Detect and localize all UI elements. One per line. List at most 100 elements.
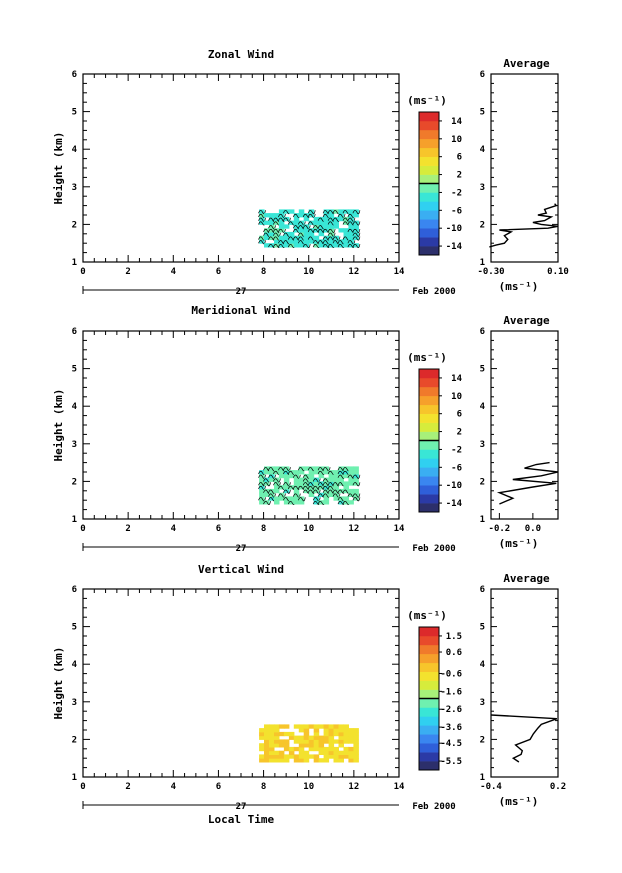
colorbar-swatch — [419, 441, 439, 450]
y-tick-label: 3 — [72, 698, 77, 708]
heatmap-cell — [353, 743, 359, 747]
y-tick-label: 2 — [72, 220, 77, 230]
colorbar-swatch — [419, 743, 439, 752]
heatmap-cell — [353, 758, 359, 762]
heatmap-cell — [339, 739, 345, 743]
heatmap-cell — [334, 739, 340, 743]
profile-title: Average — [503, 572, 550, 585]
colorbar-tick-label: -6 — [451, 463, 462, 473]
profile-title: Average — [503, 314, 550, 327]
heatmap-cell — [319, 743, 325, 747]
heatmap-cell — [314, 736, 320, 740]
heatmap-cell — [304, 754, 310, 758]
heatmap-cell — [329, 724, 335, 728]
colorbar-tick-label: -10 — [446, 481, 462, 491]
heatmap-cell — [353, 489, 359, 493]
heatmap-cell — [289, 754, 295, 758]
date-label: Feb 2000 — [412, 544, 455, 554]
heatmap-cell — [274, 496, 280, 500]
panel-title: Vertical Wind — [198, 563, 284, 576]
heatmap-cell — [264, 213, 270, 217]
heatmap-cell — [279, 732, 285, 736]
heatmap-cell — [348, 751, 354, 755]
profile-y-tick-label: 2 — [480, 477, 485, 487]
colorbar-swatch — [419, 219, 439, 228]
heatmap-cell — [264, 736, 270, 740]
y-axis-label: Height (km) — [52, 389, 65, 462]
colorbar-tick-label: -14 — [446, 499, 463, 509]
heatmap-cell — [319, 739, 325, 743]
heatmap-cell — [344, 232, 350, 236]
heatmap-cell — [264, 724, 270, 728]
heatmap-cell — [353, 736, 359, 740]
y-tick-label: 5 — [72, 623, 77, 633]
heatmap-cell — [284, 739, 290, 743]
heatmap-cell — [284, 224, 290, 228]
heatmap-cell — [334, 758, 340, 762]
heatmap-cell — [324, 739, 330, 743]
heatmap-cell — [334, 478, 340, 482]
heatmap-cell — [348, 489, 354, 493]
panel-3: Vertical Wind0 2 4 6 8 10 12 14123456Height (km… — [52, 563, 566, 812]
heatmap-cell — [334, 747, 340, 751]
heatmap-cell — [314, 221, 320, 225]
heatmap-cell — [348, 747, 354, 751]
heatmap-cell — [264, 747, 270, 751]
x-tick-label: 10 — [303, 782, 314, 792]
profile-y-tick-label: 3 — [480, 183, 485, 193]
heatmap-cell — [284, 732, 290, 736]
heatmap-cell — [304, 743, 310, 747]
heatmap-cell — [339, 728, 345, 732]
heatmap-cell — [339, 736, 345, 740]
heatmap-cell — [284, 747, 290, 751]
profile-x-tick-label: 0.2 — [550, 782, 566, 792]
profile-y-tick-label: 3 — [480, 440, 485, 450]
colorbar-tick-label: 2 — [457, 171, 462, 181]
heatmap-cell — [334, 754, 340, 758]
heatmap-cell — [294, 739, 300, 743]
heatmap-cell — [353, 754, 359, 758]
y-tick-label: 6 — [72, 70, 77, 80]
x-tick-label: 0 — [80, 782, 85, 792]
x-tick-label: 8 — [261, 782, 266, 792]
heatmap-cell — [314, 758, 320, 762]
colorbar-swatch — [419, 672, 439, 681]
colorbar-swatch — [419, 432, 439, 441]
heatmap-cell — [344, 747, 350, 751]
profile-y-tick-label: 1 — [480, 515, 485, 525]
colorbar-swatch — [419, 654, 439, 663]
x-tick-label: 0 — [80, 524, 85, 534]
heatmap-cell — [274, 758, 280, 762]
x-tick-label: 6 — [216, 524, 221, 534]
heatmap-cell — [344, 481, 350, 485]
heatmap-cell — [329, 739, 335, 743]
profile-y-tick-label: 5 — [480, 623, 485, 633]
y-tick-label: 3 — [72, 183, 77, 193]
heatmap-cell — [344, 751, 350, 755]
heatmap-cell — [269, 758, 275, 762]
heatmap-cell — [324, 747, 330, 751]
colorbar-swatch — [419, 467, 439, 476]
profile-y-tick-label: 5 — [480, 108, 485, 118]
heatmap-cell — [274, 754, 280, 758]
day-label: 27 — [236, 287, 247, 297]
heatmap-cell — [274, 728, 280, 732]
heatmap-cell — [274, 489, 280, 493]
colorbar-swatch — [419, 228, 439, 237]
heatmap-cell — [294, 724, 300, 728]
colorbar-unit: (ms⁻¹) — [407, 94, 447, 107]
heatmap-cell — [274, 751, 280, 755]
heatmap-cell — [299, 743, 305, 747]
y-tick-label: 6 — [72, 327, 77, 337]
y-tick-label: 3 — [72, 440, 77, 450]
heatmap-cell — [299, 728, 305, 732]
heatmap-cell — [284, 758, 290, 762]
profile-y-tick-label: 4 — [480, 402, 486, 412]
heatmap-cell — [299, 209, 305, 213]
heatmap-cell — [259, 728, 265, 732]
colorbar-tick-label: 0.6 — [446, 648, 462, 658]
colorbar-swatch — [419, 184, 439, 193]
heatmap-cell — [269, 732, 275, 736]
panel-1: Zonal Wind0 2 4 6 8 10 12 14123456Height (km)27… — [52, 48, 569, 297]
heatmap-cell — [294, 243, 300, 247]
